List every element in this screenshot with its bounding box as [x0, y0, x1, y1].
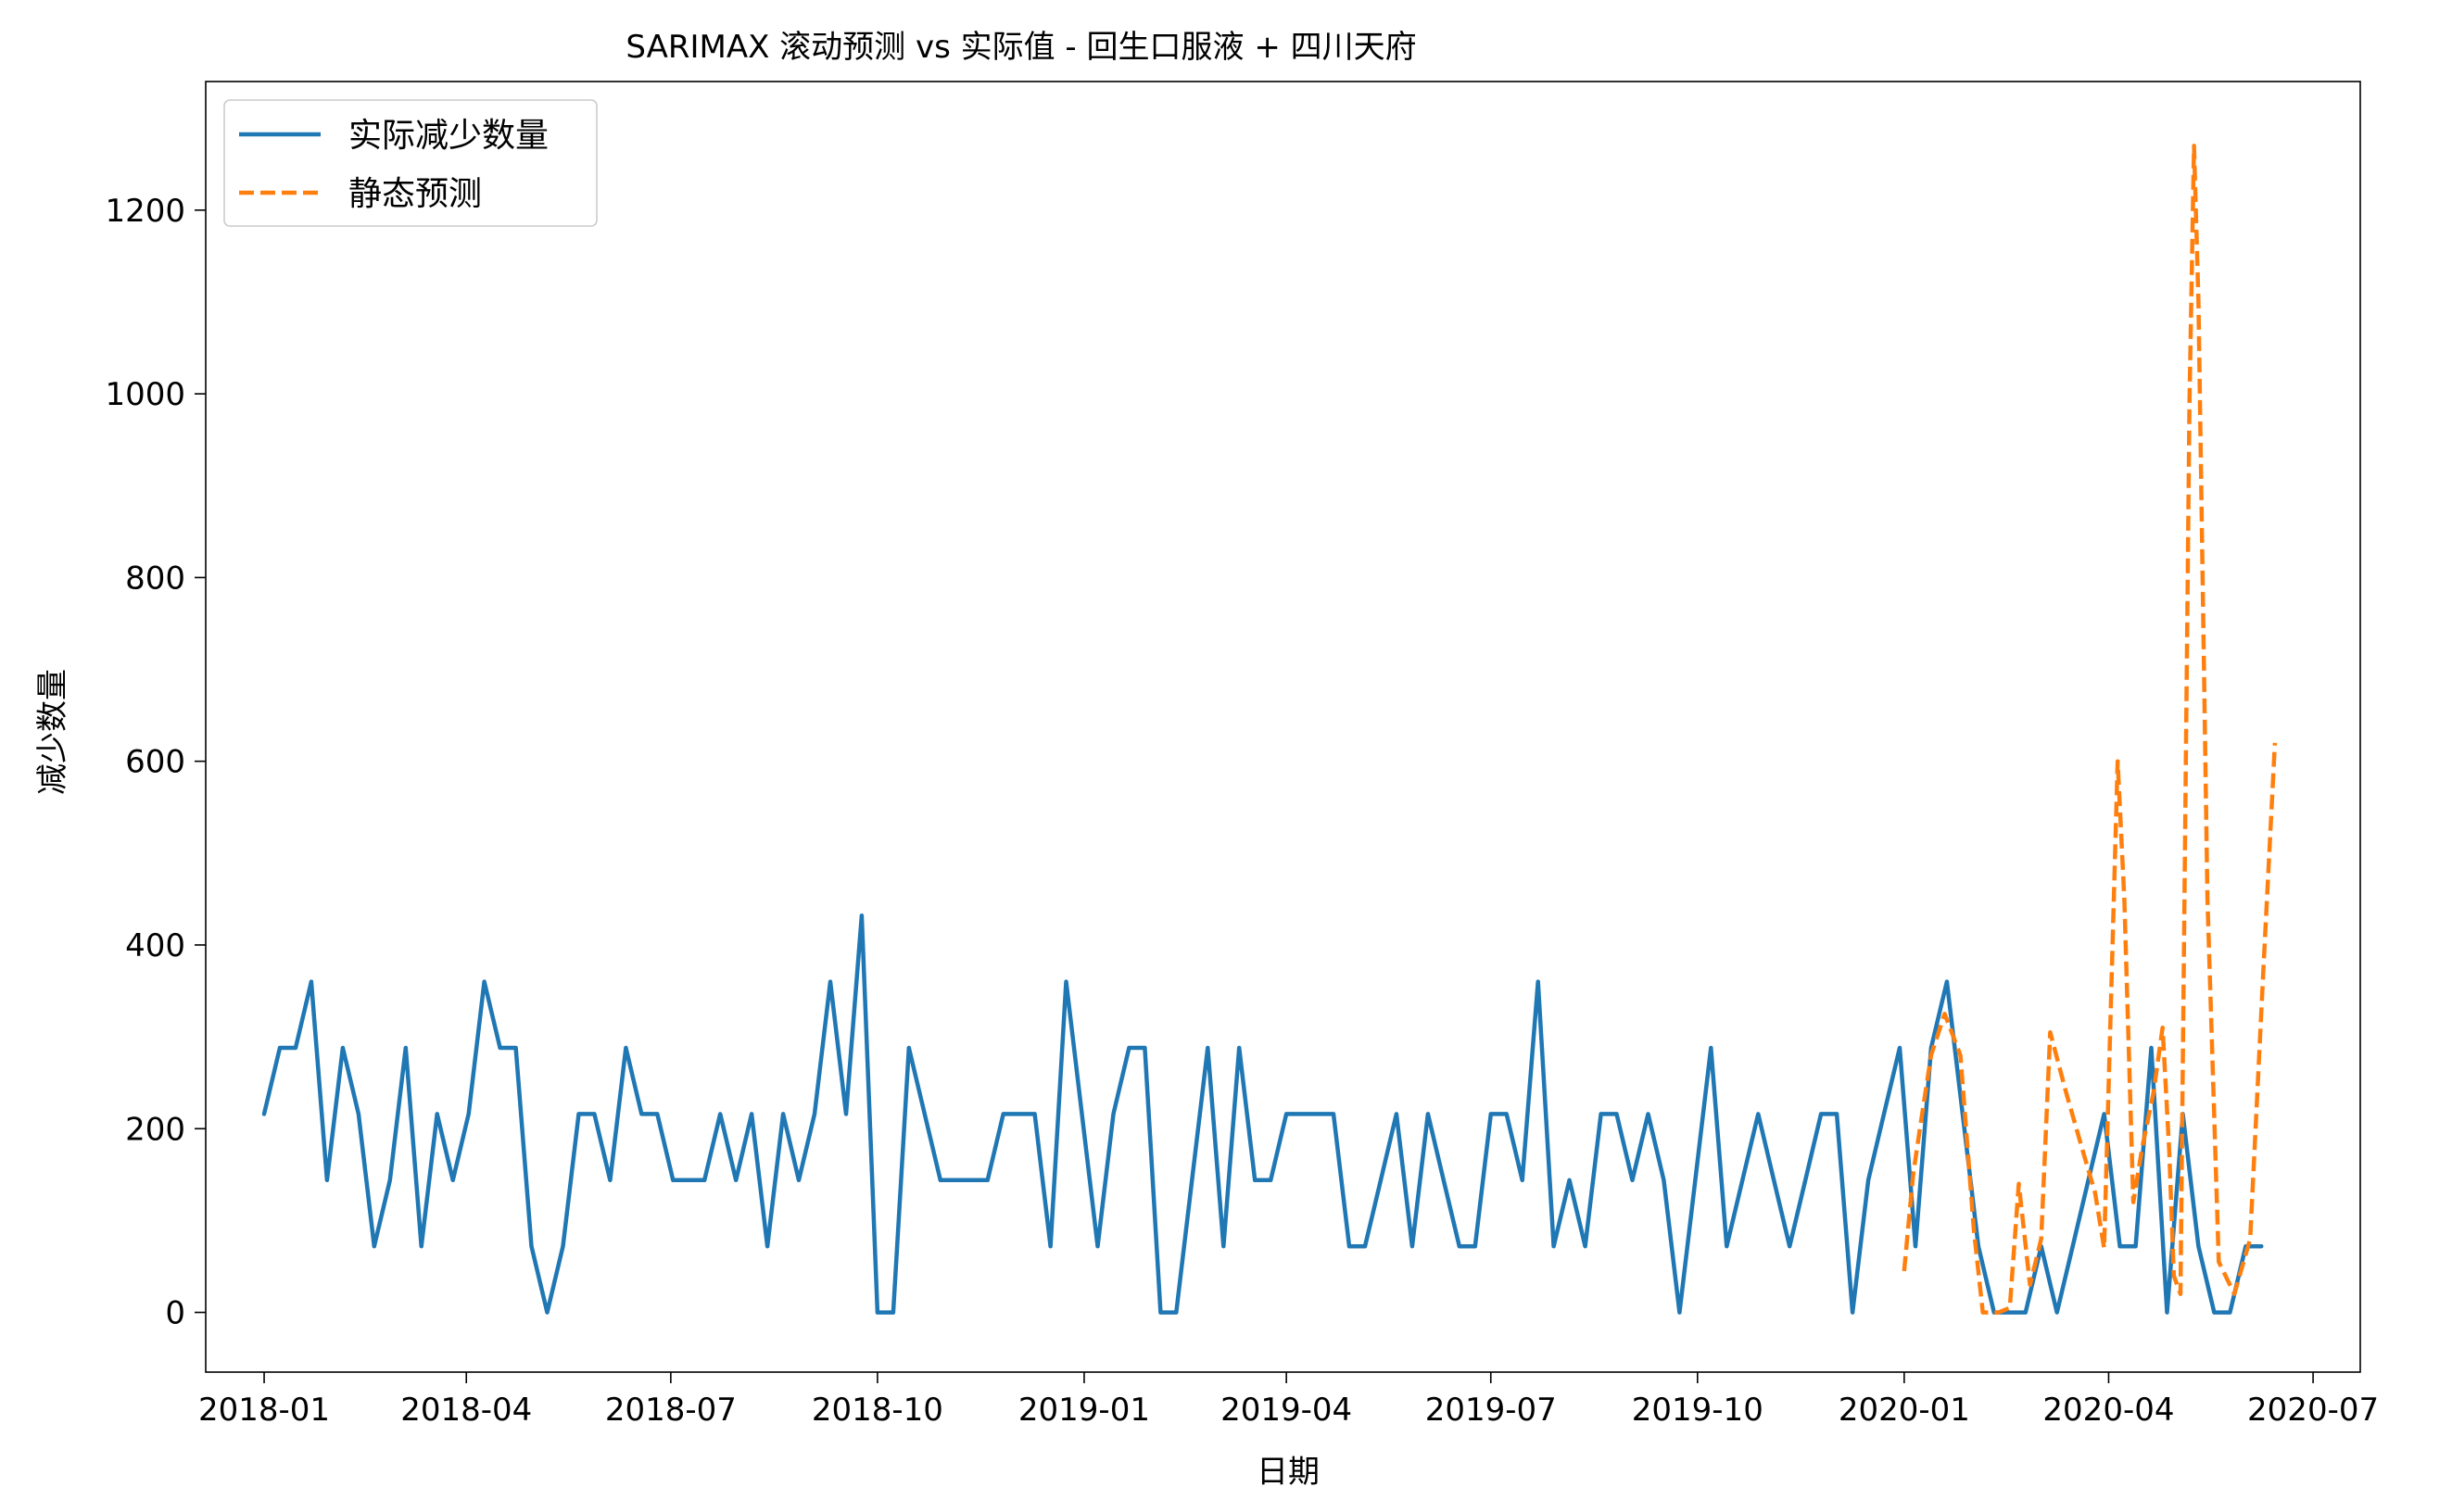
legend: 实际减少数量 静态预测: [223, 99, 598, 227]
plot-area: [261, 144, 2278, 1315]
x-tick-label: 2018-07: [605, 1392, 737, 1429]
y-tick-label: 600: [125, 744, 185, 781]
x-axis: 2018-01 2018-04 2018-07 2018-10 2019-01 2019-…: [198, 1372, 2379, 1429]
series-line-actual: [261, 913, 2264, 1315]
x-tick-label: 2020-07: [2247, 1392, 2379, 1429]
y-tick-label: 1200: [105, 193, 185, 230]
y-axis: 0 200 400 600 800 1000 1200: [105, 193, 206, 1332]
series-line-forecast: [1902, 144, 2278, 1315]
x-tick-label: 2019-10: [1632, 1392, 1763, 1429]
x-tick-label: 2018-01: [198, 1392, 330, 1429]
legend-label-forecast: 静态预测: [348, 175, 482, 213]
x-axis-label: 日期: [1257, 1454, 1320, 1491]
plot-frame: [205, 81, 2361, 1373]
x-tick-label: 2019-04: [1220, 1392, 1352, 1429]
x-tick-label: 2018-04: [400, 1392, 532, 1429]
legend-label-actual: 实际减少数量: [348, 117, 549, 155]
x-tick-label: 2018-10: [812, 1392, 943, 1429]
y-tick-label: 0: [165, 1295, 185, 1332]
y-tick-label: 800: [125, 560, 185, 597]
y-tick-label: 200: [125, 1111, 185, 1148]
x-tick-label: 2020-04: [2042, 1392, 2174, 1429]
x-tick-label: 2020-01: [1839, 1392, 1970, 1429]
y-tick-label: 1000: [105, 376, 185, 413]
x-tick-label: 2019-07: [1425, 1392, 1557, 1429]
chart-title: SARIMAX 滚动预测 vs 实际值 - 回生口服液 + 四川天府: [626, 29, 1416, 66]
x-tick-label: 2019-01: [1018, 1392, 1150, 1429]
y-axis-label: 减少数量: [34, 669, 71, 795]
y-tick-label: 400: [125, 927, 185, 964]
